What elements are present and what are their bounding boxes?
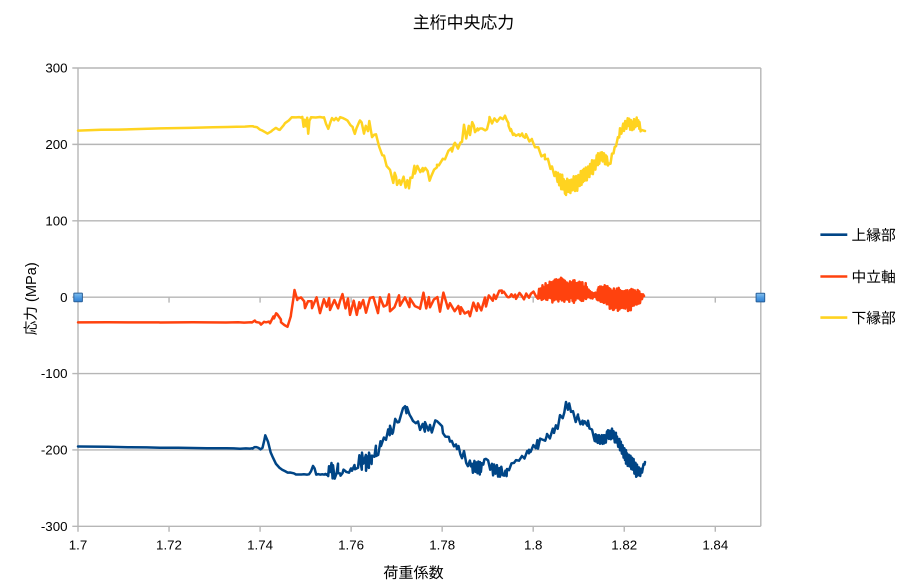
svg-text:-300: -300 — [41, 519, 68, 534]
svg-text:1.8: 1.8 — [524, 537, 543, 552]
svg-text:1.78: 1.78 — [429, 537, 455, 552]
svg-text:1.7: 1.7 — [69, 537, 88, 552]
svg-text:-200: -200 — [41, 443, 68, 458]
svg-text:1.74: 1.74 — [247, 537, 273, 552]
svg-text:1.72: 1.72 — [156, 537, 182, 552]
svg-text:-100: -100 — [41, 366, 68, 381]
svg-text:1.84: 1.84 — [702, 537, 728, 552]
svg-text:300: 300 — [45, 61, 67, 76]
svg-text:(MPa): (MPa) — [24, 262, 40, 302]
svg-text:1.76: 1.76 — [338, 537, 364, 552]
svg-text:200: 200 — [45, 137, 67, 152]
svg-text:100: 100 — [45, 214, 67, 229]
svg-text:1.82: 1.82 — [611, 537, 637, 552]
svg-text:0: 0 — [60, 290, 67, 305]
